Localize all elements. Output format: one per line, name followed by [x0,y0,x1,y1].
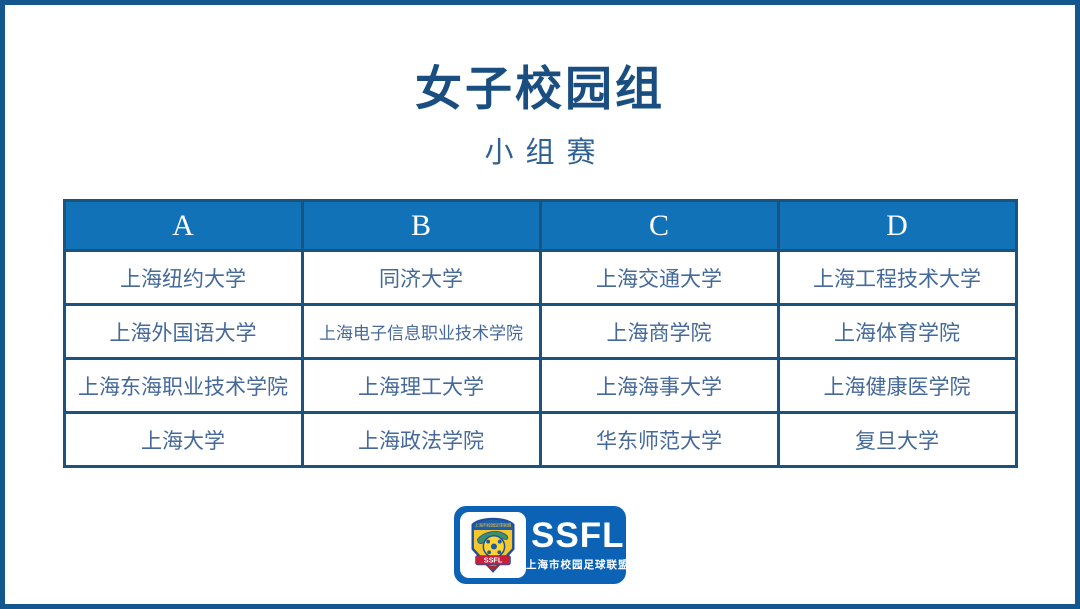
team-cell: 上海纽约大学 [62,249,304,306]
team-cell: 复旦大学 [776,411,1018,468]
crest-ribbon-text: SSFL [484,556,503,565]
crest-arc-text: 上海市校园足球联盟 [475,522,511,528]
team-cell: 上海商学院 [538,303,780,360]
header-row: A B C D [62,199,1018,252]
team-cell: 上海工程技术大学 [776,249,1018,306]
ssfl-crest-icon: 上海市校园足球联盟 SSFL [471,517,515,573]
groups-table: A B C D 上海纽约大学 同济大学 上海交通大学 上海工程技术大学 上海外国… [62,199,1018,468]
groups-table-head: A B C D [62,199,1018,252]
team-cell: 华东师范大学 [538,411,780,468]
team-cell: 上海海事大学 [538,357,780,414]
ssfl-logo: 上海市校园足球联盟 SSFL SSFL 上海市校园足球联盟 [454,506,629,584]
team-cell: 同济大学 [300,249,542,306]
logo-org-name: 上海市校园足球联盟 [526,559,630,571]
table-row: 上海东海职业技术学院 上海理工大学 上海海事大学 上海健康医学院 [62,357,1018,414]
table-row: 上海纽约大学 同济大学 上海交通大学 上海工程技术大学 [62,249,1018,306]
group-header-d: D [776,199,1018,252]
team-cell: 上海政法学院 [300,411,542,468]
team-cell: 上海体育学院 [776,303,1018,360]
page-title: 女子校园组 [415,64,665,116]
team-cell: 上海外国语大学 [62,303,304,360]
logo-text-block: SSFL 上海市校园足球联盟 [526,518,630,572]
group-header-c: C [538,199,780,252]
logo-acronym: SSFL [531,516,625,555]
team-cell: 上海东海职业技术学院 [62,357,304,414]
ssfl-crest-box: 上海市校园足球联盟 SSFL [460,512,526,578]
team-cell: 上海健康医学院 [776,357,1018,414]
team-cell: 上海电子信息职业技术学院 [300,303,542,360]
team-cell: 上海理工大学 [300,357,542,414]
page-subtitle: 小组赛 [484,137,608,169]
team-cell: 上海大学 [62,411,304,468]
team-cell: 上海交通大学 [538,249,780,306]
table-row: 上海大学 上海政法学院 华东师范大学 复旦大学 [62,411,1018,468]
group-header-b: B [300,199,542,252]
groups-table-body: 上海纽约大学 同济大学 上海交通大学 上海工程技术大学 上海外国语大学 上海电子… [62,249,1018,468]
group-header-a: A [62,199,304,252]
table-row: 上海外国语大学 上海电子信息职业技术学院 上海商学院 上海体育学院 [62,303,1018,360]
